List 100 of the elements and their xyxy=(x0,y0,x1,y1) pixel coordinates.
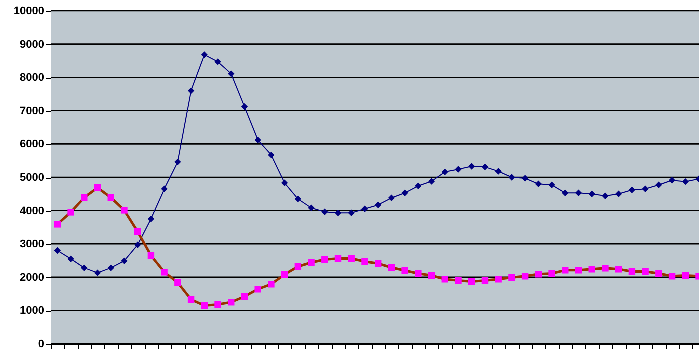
point xyxy=(415,182,422,190)
point xyxy=(134,228,142,236)
point xyxy=(294,263,302,270)
point xyxy=(428,178,436,185)
y-tick-label: 6000 xyxy=(20,138,44,151)
point xyxy=(495,168,502,175)
point xyxy=(656,270,662,278)
point xyxy=(268,152,275,159)
point xyxy=(148,216,155,222)
point xyxy=(201,302,208,310)
point xyxy=(562,190,569,197)
point xyxy=(188,296,195,304)
y-tick-label: 5000 xyxy=(20,172,44,184)
point xyxy=(254,136,262,144)
y-tick-label: 3000 xyxy=(20,238,44,251)
point xyxy=(522,273,529,280)
point xyxy=(281,271,288,278)
y-tick-label: 7000 xyxy=(20,105,44,118)
point xyxy=(228,70,235,78)
point xyxy=(548,270,556,278)
point xyxy=(214,301,222,308)
point xyxy=(121,207,128,214)
point xyxy=(241,104,248,110)
point xyxy=(241,293,248,300)
point xyxy=(388,194,396,202)
y-tick-label: 9000 xyxy=(20,38,44,51)
point xyxy=(254,286,262,293)
point xyxy=(428,272,436,280)
point xyxy=(656,182,662,189)
point xyxy=(588,266,596,273)
point xyxy=(188,88,195,94)
point xyxy=(468,278,476,286)
point xyxy=(348,210,355,216)
point xyxy=(334,255,342,262)
point xyxy=(602,265,609,272)
point xyxy=(68,209,74,216)
y-tick-label: 4000 xyxy=(20,205,44,218)
point xyxy=(535,271,542,278)
point xyxy=(374,260,382,268)
point xyxy=(522,175,529,182)
point xyxy=(415,270,422,278)
point xyxy=(174,158,182,166)
point xyxy=(668,273,676,280)
point xyxy=(642,186,649,193)
point xyxy=(201,52,208,58)
y-tick-label: 1000 xyxy=(20,305,44,318)
point xyxy=(668,177,676,184)
point xyxy=(54,221,62,228)
point xyxy=(281,180,288,187)
point xyxy=(468,163,476,170)
point xyxy=(615,266,622,273)
point xyxy=(508,174,516,181)
point xyxy=(121,258,128,264)
point xyxy=(615,190,622,198)
point xyxy=(455,166,462,173)
point xyxy=(628,186,636,194)
point xyxy=(81,264,88,272)
point xyxy=(682,272,689,280)
point xyxy=(148,252,155,260)
point xyxy=(81,194,88,202)
point xyxy=(94,184,102,192)
point xyxy=(362,206,368,212)
point xyxy=(548,182,556,189)
y-tick-label: 2000 xyxy=(20,272,44,284)
point xyxy=(642,268,649,276)
point xyxy=(442,168,448,176)
point xyxy=(108,194,114,202)
point xyxy=(308,259,315,266)
point xyxy=(575,267,582,274)
y-tick-label: 8000 xyxy=(20,72,44,84)
point xyxy=(161,269,168,276)
point xyxy=(508,274,516,282)
point xyxy=(174,279,182,286)
point xyxy=(68,256,74,262)
point xyxy=(482,277,489,284)
point xyxy=(334,210,342,216)
y-tick-label: 10000 xyxy=(14,6,44,18)
point xyxy=(322,208,328,216)
point xyxy=(402,267,408,274)
point xyxy=(588,190,596,198)
point xyxy=(575,190,582,197)
point xyxy=(562,267,569,274)
point xyxy=(294,196,302,202)
point xyxy=(228,299,235,306)
point xyxy=(442,276,448,283)
point xyxy=(348,255,355,262)
point xyxy=(108,264,114,272)
point xyxy=(682,178,689,186)
y-tick-label: 0 xyxy=(38,338,44,350)
point xyxy=(535,180,542,188)
point xyxy=(161,186,168,193)
point xyxy=(402,190,408,197)
point xyxy=(134,242,142,248)
point xyxy=(374,202,382,208)
point xyxy=(54,247,62,254)
point xyxy=(495,276,502,283)
point xyxy=(388,264,396,272)
point xyxy=(455,277,462,284)
point xyxy=(362,258,368,266)
point xyxy=(308,204,315,212)
